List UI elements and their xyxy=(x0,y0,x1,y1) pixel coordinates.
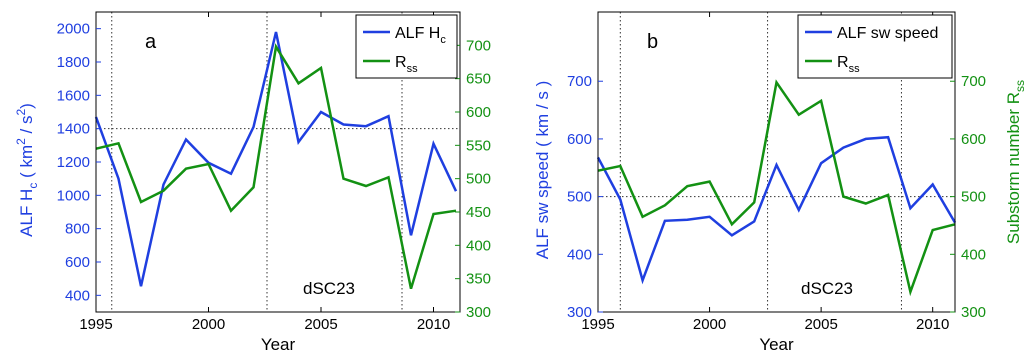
series-line-0 xyxy=(596,135,957,285)
left-y-tick-label: 400 xyxy=(65,287,90,304)
left-y-tick-label: 700 xyxy=(567,73,592,90)
left-y-tick-label: 600 xyxy=(567,131,592,148)
chart-panel-b: 1995 2000 2005 2010 300 400 500 600 700 300 400 500… xyxy=(533,11,1027,354)
right-y-tick-label: 650 xyxy=(466,71,491,88)
legend-label-subscript: ss xyxy=(849,63,861,75)
right-y-tick-label: 400 xyxy=(466,237,491,254)
annotation-label: dSC23 xyxy=(303,279,355,298)
right-y-tick-label: 350 xyxy=(466,271,491,288)
legend-label-text: ALF H xyxy=(395,25,440,42)
x-tick-label: 2000 xyxy=(192,316,225,333)
legend-label: ALF sw speed xyxy=(837,25,938,42)
plot-frame xyxy=(597,11,956,313)
series-line-1 xyxy=(597,79,956,297)
left-y-tick-label: 500 xyxy=(567,189,592,206)
x-tick-label: 1995 xyxy=(581,316,614,333)
x-tick-label: 2010 xyxy=(916,316,949,333)
label-text: Substorm number R xyxy=(1004,92,1023,244)
legend: ALF sw speed Rss xyxy=(797,14,953,79)
x-tick-label: 2000 xyxy=(693,316,726,333)
right-y-tick-label: 450 xyxy=(466,204,491,221)
right-y-tick-label: 500 xyxy=(466,171,491,188)
legend-label-text: R xyxy=(837,54,849,71)
left-y-axis-label: ALF Hc ( km2 / s2) xyxy=(14,103,40,237)
label-text: ALF H xyxy=(17,189,36,237)
right-y-tick-label: 300 xyxy=(961,304,986,321)
panel-label: b xyxy=(647,31,658,53)
legend-label: Rss xyxy=(837,54,860,75)
label-superscript: 2 xyxy=(14,109,28,116)
legend-label: ALF Hc xyxy=(395,25,446,46)
legend-label: Rss xyxy=(395,54,418,75)
label-superscript: 2 xyxy=(14,138,28,145)
left-y-tick-label: 1200 xyxy=(57,154,90,171)
right-y-axis-label: Substorm number Rss xyxy=(1004,80,1027,244)
left-y-tick-label: 300 xyxy=(567,304,592,321)
left-y-axis-label: ALF sw speed ( km / s ) xyxy=(533,81,552,260)
right-y-tick-label: 400 xyxy=(961,246,986,263)
series-line-0 xyxy=(94,31,458,287)
label-unit: ( km xyxy=(17,145,36,183)
left-y-tick-label: 1400 xyxy=(57,121,90,138)
left-y-tick-label: 1600 xyxy=(57,87,90,104)
left-y-tick-label: 2000 xyxy=(57,21,90,38)
x-tick-label: 2005 xyxy=(304,316,337,333)
legend-label-text: ALF sw speed xyxy=(837,25,938,42)
left-y-tick-label: 800 xyxy=(65,221,90,238)
left-y-tick-label: 600 xyxy=(65,254,90,271)
x-axis-label: Year xyxy=(261,335,296,354)
legend-box xyxy=(355,14,458,79)
legend-box xyxy=(797,14,953,79)
panel-label: a xyxy=(145,31,157,53)
right-y-tick-label: 700 xyxy=(961,73,986,90)
right-y-tick-label: 600 xyxy=(466,104,491,121)
left-y-tick-label: 1000 xyxy=(57,187,90,204)
right-y-tick-label: 300 xyxy=(466,304,491,321)
legend-label-subscript: c xyxy=(440,34,446,46)
right-y-tick-label: 500 xyxy=(961,189,986,206)
annotation-label: dSC23 xyxy=(801,279,853,298)
legend-label-text: R xyxy=(395,54,407,71)
x-tick-label: 2010 xyxy=(417,316,450,333)
label-subscript: ss xyxy=(1013,80,1027,92)
right-y-tick-label: 700 xyxy=(466,37,491,54)
x-tick-label: 2005 xyxy=(804,316,837,333)
left-y-tick-label: 1800 xyxy=(57,54,90,71)
legend: ALF Hc Rss xyxy=(355,14,458,79)
series-line-1 xyxy=(95,43,457,290)
x-axis-label: Year xyxy=(759,335,794,354)
label-unit: / s xyxy=(17,116,36,139)
chart-panel-a: 1995 2000 2005 2010 400 600 800 1000 1200 1400 160… xyxy=(14,11,491,354)
left-y-tick-label: 400 xyxy=(567,246,592,263)
label-subscript: c xyxy=(26,183,40,189)
right-y-tick-label: 550 xyxy=(466,137,491,154)
legend-label-subscript: ss xyxy=(407,63,419,75)
right-y-tick-label: 600 xyxy=(961,131,986,148)
x-tick-label: 1995 xyxy=(79,316,112,333)
label-unit: ) xyxy=(17,103,36,109)
